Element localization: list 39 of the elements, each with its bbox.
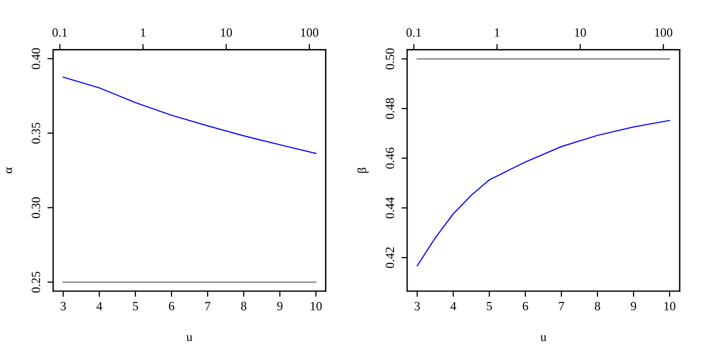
x2-tick-label: 10 (575, 28, 586, 37)
x-tick-label: 10 (310, 302, 322, 310)
line-series (62, 76, 316, 154)
x-tick-label: 6 (168, 302, 174, 310)
x-tick-label: 5 (486, 302, 492, 310)
x2-tick-label: 0.1 (52, 28, 67, 37)
x-tick-label: 9 (277, 302, 282, 310)
x2-tick-label: 1 (140, 28, 146, 37)
y-tick-label: 0.30 (32, 197, 40, 218)
y-axis-title: β (357, 168, 369, 173)
y-axis-title: α (6, 167, 12, 174)
x2-tick-label: 100 (301, 28, 318, 37)
x-tick-label: 5 (133, 302, 138, 310)
x-tick-label: 4 (96, 302, 102, 310)
x-tick-label: 3 (414, 302, 420, 310)
y-tick-label: 0.50 (386, 48, 394, 70)
x-tick-label: 3 (60, 302, 66, 310)
y-tick-label: 0.35 (32, 122, 40, 144)
y-tick-label: 0.48 (386, 98, 394, 120)
x-tick-label: 10 (664, 302, 676, 310)
x2-tick-label: 0.1 (406, 28, 421, 37)
x2-tick-label: 1 (494, 28, 500, 37)
x-tick-label: 4 (450, 302, 456, 310)
x-tick-label: 9 (630, 302, 636, 310)
x2-tick-label: 10 (221, 28, 232, 37)
x-tick-label: 6 (522, 302, 528, 310)
x-axis-title: u (186, 335, 192, 342)
y-tick-label: 0.46 (386, 148, 394, 169)
y-tick-label: 0.42 (386, 247, 394, 268)
x-tick-label: 8 (241, 302, 246, 310)
x-tick-label: 7 (205, 302, 210, 310)
x-axis-title: u (540, 335, 546, 342)
y-tick-label: 0.25 (32, 272, 40, 293)
line-series (416, 120, 670, 266)
x2-tick-label: 100 (655, 28, 672, 37)
x-tick-label: 7 (559, 302, 564, 310)
x-tick-label: 8 (594, 302, 600, 310)
y-tick-label: 0.40 (32, 48, 40, 70)
y-tick-label: 0.44 (386, 197, 394, 218)
